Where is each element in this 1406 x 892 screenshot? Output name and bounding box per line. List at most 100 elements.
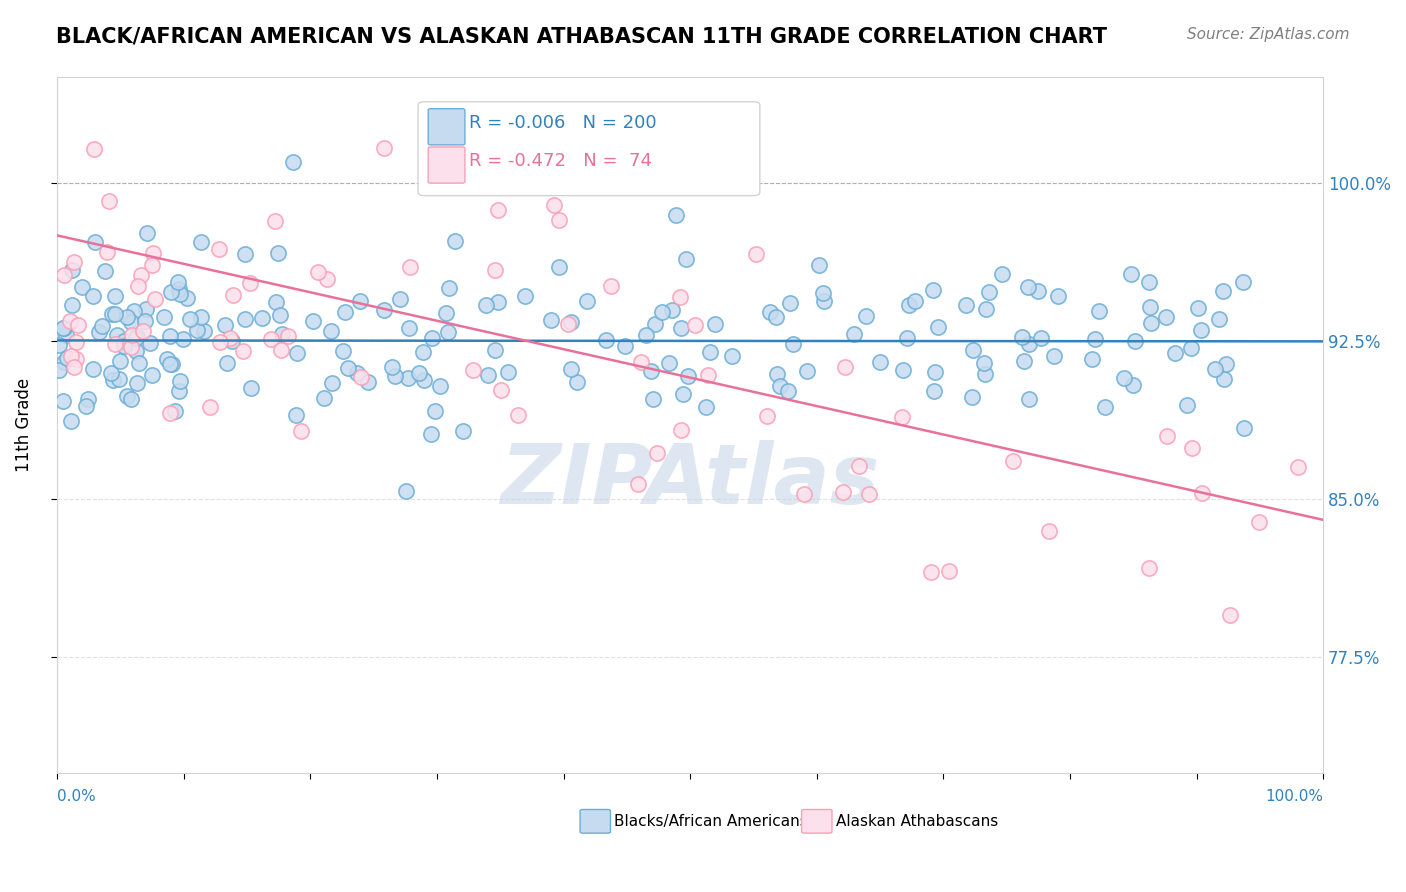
Point: [100, 307, 122, 321]
Point: [695, 401, 717, 415]
Point: [808, 258, 831, 272]
Text: BLACK/AFRICAN AMERICAN VS ALASKAN ATHABASCAN 11TH GRADE CORRELATION CHART: BLACK/AFRICAN AMERICAN VS ALASKAN ATHABA…: [56, 27, 1108, 46]
Point: [1081, 351, 1104, 366]
Point: [232, 344, 254, 359]
Point: [52, 321, 75, 335]
Point: [1137, 276, 1160, 290]
Point: [904, 293, 927, 308]
Point: [683, 318, 706, 332]
Point: [437, 325, 460, 339]
Point: [641, 392, 664, 406]
Point: [100, 366, 122, 380]
Point: [922, 384, 945, 398]
Point: [669, 423, 692, 437]
Point: [1084, 332, 1107, 346]
Point: [209, 335, 232, 350]
Point: [1212, 372, 1234, 386]
Point: [349, 294, 371, 309]
Point: [117, 310, 139, 325]
Point: [848, 458, 870, 473]
Point: [287, 345, 309, 359]
Point: [782, 337, 804, 351]
Point: [84, 235, 107, 249]
Text: Source: ZipAtlas.com: Source: ZipAtlas.com: [1187, 27, 1350, 42]
Point: [675, 252, 697, 266]
Point: [979, 285, 1001, 300]
Text: ZIPAtlas: ZIPAtlas: [501, 440, 880, 521]
Point: [239, 276, 262, 290]
Point: [128, 356, 150, 370]
Point: [104, 307, 127, 321]
Point: [143, 292, 166, 306]
Point: [141, 259, 163, 273]
Point: [96, 245, 118, 260]
Point: [1026, 284, 1049, 298]
Point: [233, 311, 256, 326]
Point: [651, 304, 673, 318]
Point: [1088, 303, 1111, 318]
Point: [834, 359, 856, 374]
Point: [121, 327, 143, 342]
Point: [314, 391, 336, 405]
Text: Blacks/African Americans: Blacks/African Americans: [614, 814, 808, 829]
Point: [1181, 442, 1204, 456]
Point: [645, 445, 668, 459]
Point: [70, 279, 93, 293]
Point: [190, 235, 212, 249]
Point: [55, 328, 77, 343]
Point: [190, 310, 212, 324]
Point: [94, 264, 117, 278]
Point: [960, 390, 983, 404]
Point: [125, 331, 148, 345]
Point: [270, 327, 292, 342]
Text: 0.0%: 0.0%: [58, 789, 96, 805]
Point: [475, 298, 498, 312]
Point: [938, 564, 960, 578]
Point: [842, 326, 865, 341]
Point: [1043, 349, 1066, 363]
Point: [560, 361, 582, 376]
Point: [425, 404, 447, 418]
Point: [163, 403, 186, 417]
Point: [59, 314, 82, 328]
Point: [115, 388, 138, 402]
Point: [600, 278, 623, 293]
Point: [52, 394, 75, 409]
Point: [277, 328, 299, 343]
Point: [321, 376, 343, 391]
Point: [308, 265, 330, 279]
Point: [357, 375, 380, 389]
Point: [167, 282, 190, 296]
Point: [264, 295, 287, 310]
Point: [745, 247, 768, 261]
Point: [134, 314, 156, 328]
Point: [131, 268, 153, 283]
Point: [101, 373, 124, 387]
Point: [484, 343, 506, 358]
Point: [1232, 275, 1254, 289]
Point: [1114, 371, 1136, 385]
Point: [891, 409, 914, 424]
Point: [477, 368, 499, 382]
Point: [811, 286, 834, 301]
Point: [159, 329, 181, 343]
Point: [373, 303, 395, 318]
Point: [65, 334, 87, 349]
Point: [627, 476, 650, 491]
Point: [141, 368, 163, 382]
Point: [159, 406, 181, 420]
Point: [125, 376, 148, 391]
Point: [1137, 561, 1160, 575]
Point: [285, 409, 308, 423]
Point: [489, 383, 512, 397]
Point: [697, 368, 720, 383]
Point: [122, 304, 145, 318]
Point: [240, 381, 263, 395]
Point: [1219, 608, 1241, 623]
Point: [301, 314, 323, 328]
Point: [60, 350, 83, 364]
Point: [1187, 301, 1209, 315]
Point: [388, 292, 411, 306]
Point: [142, 246, 165, 260]
Point: [1038, 524, 1060, 538]
